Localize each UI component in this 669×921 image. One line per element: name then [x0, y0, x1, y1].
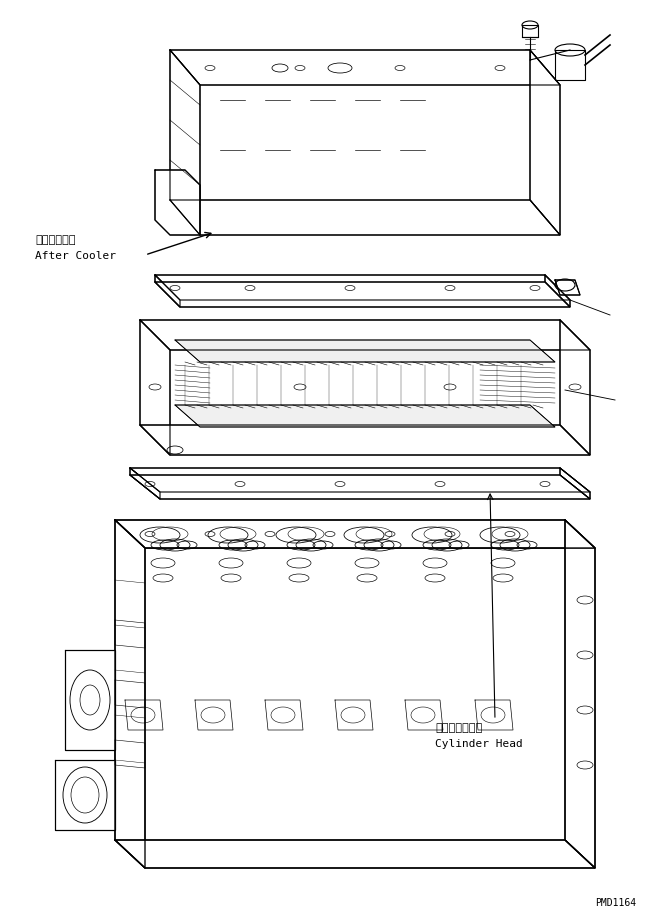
Polygon shape	[175, 405, 555, 427]
Polygon shape	[55, 760, 115, 830]
Polygon shape	[155, 170, 200, 235]
Polygon shape	[130, 468, 160, 499]
Polygon shape	[140, 320, 170, 455]
Polygon shape	[170, 200, 560, 235]
Polygon shape	[530, 50, 560, 235]
Text: After Cooler: After Cooler	[35, 251, 116, 261]
Polygon shape	[170, 50, 200, 235]
Polygon shape	[130, 475, 590, 499]
Polygon shape	[130, 468, 590, 492]
Text: PMD1164: PMD1164	[595, 898, 636, 908]
Polygon shape	[140, 320, 590, 350]
Polygon shape	[115, 520, 595, 548]
Polygon shape	[140, 425, 590, 455]
Polygon shape	[155, 275, 570, 300]
Polygon shape	[155, 282, 570, 307]
Polygon shape	[170, 50, 560, 85]
Polygon shape	[560, 468, 590, 499]
Polygon shape	[545, 275, 570, 307]
Polygon shape	[155, 275, 180, 307]
Polygon shape	[175, 340, 555, 362]
Text: シリンダヘッド: シリンダヘッド	[435, 723, 482, 733]
Text: アフタクーラ: アフタクーラ	[35, 235, 76, 245]
Polygon shape	[65, 650, 115, 750]
Text: Cylinder Head: Cylinder Head	[435, 739, 522, 749]
Polygon shape	[115, 840, 595, 868]
Polygon shape	[555, 280, 580, 295]
Polygon shape	[560, 320, 590, 455]
Polygon shape	[565, 520, 595, 868]
Polygon shape	[115, 520, 145, 868]
